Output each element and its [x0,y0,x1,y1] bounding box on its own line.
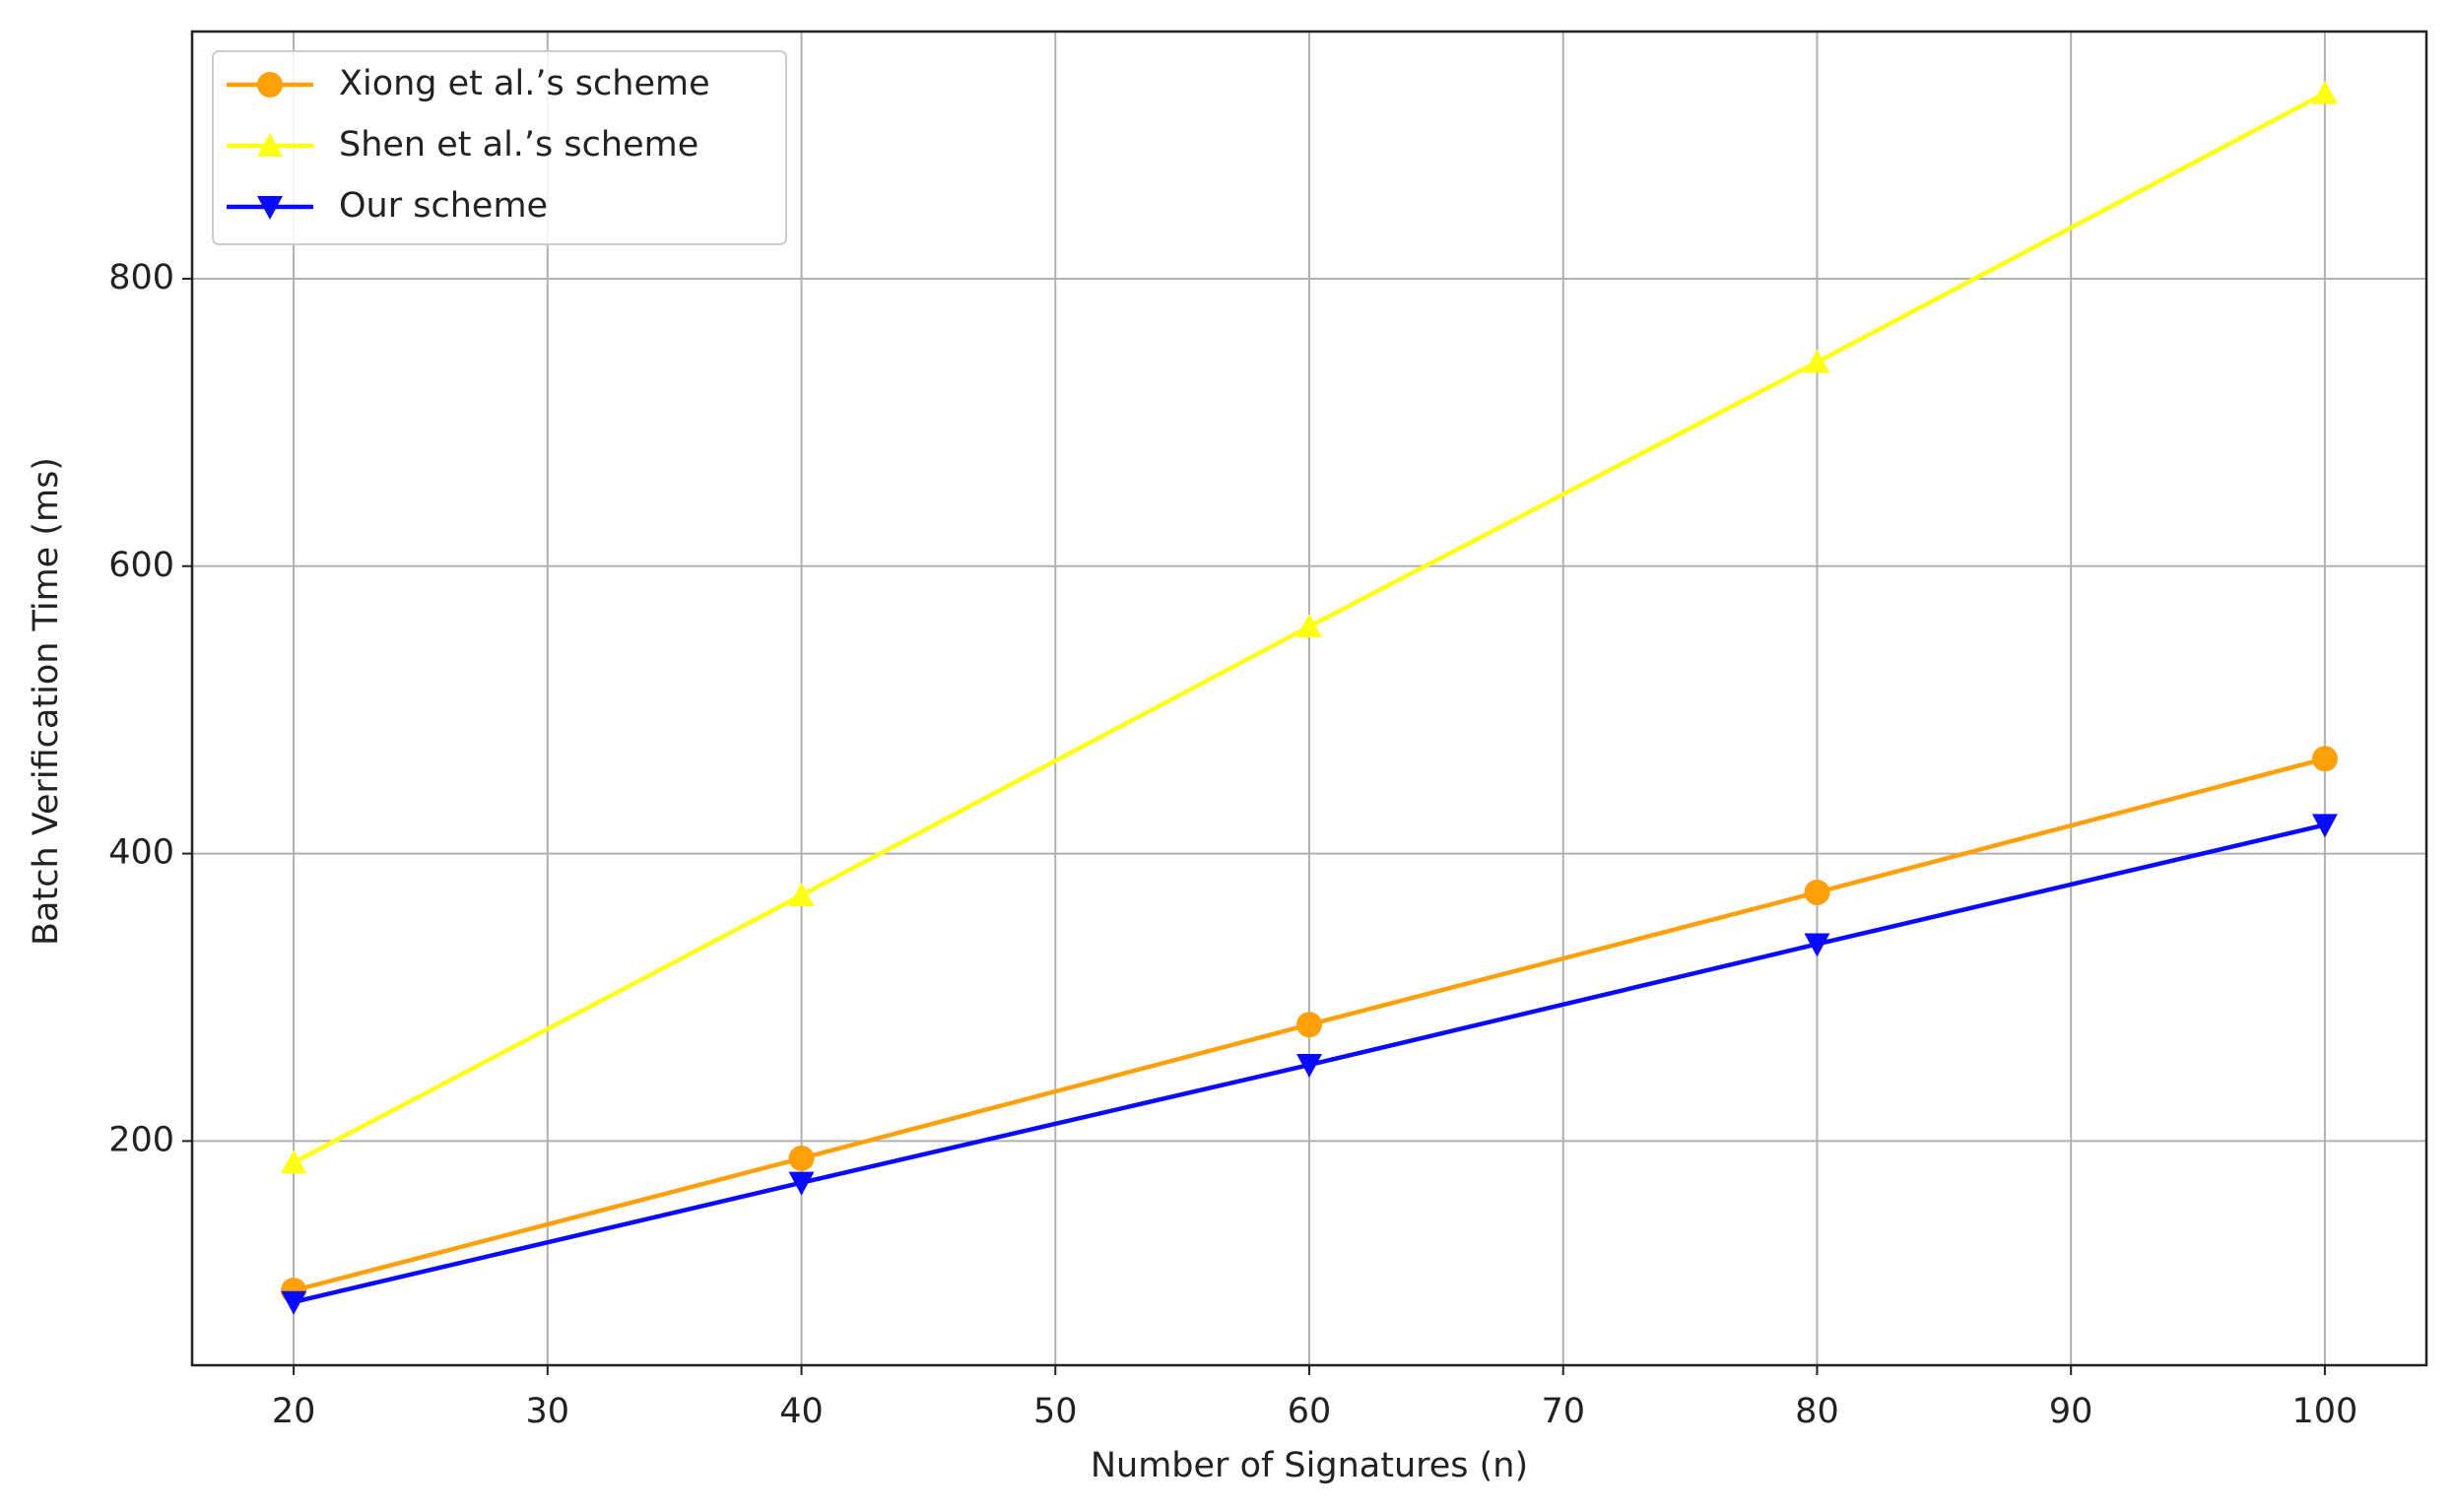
marker [257,133,283,158]
marker [257,195,283,220]
marker [1296,1012,1322,1038]
marker [788,882,815,906]
marker [2311,746,2338,772]
marker [257,72,283,98]
y-tick-label: 800 [108,258,174,297]
legend-box [212,50,787,245]
y-tick-label: 600 [108,546,174,585]
x-tick-label: 90 [2049,1392,2093,1431]
marker [281,1150,307,1174]
x-tick-label: 50 [1033,1392,1078,1431]
x-tick-label: 40 [779,1392,824,1431]
plot-frame [190,30,2428,1367]
marker [281,1290,307,1315]
marker [788,1145,815,1171]
marker [788,1171,815,1196]
marker [2311,814,2338,838]
x-tick-label: 70 [1541,1392,1585,1431]
x-tick-label: 100 [2292,1392,2358,1431]
marker [1804,349,1830,373]
marker [1296,1054,1322,1079]
marker [1804,879,1830,905]
marker [1296,614,1322,638]
y-tick-label: 400 [108,833,174,873]
marker [1804,933,1830,957]
x-tick-label: 20 [272,1392,316,1431]
x-tick-label: 30 [526,1392,570,1431]
x-tick-label: 80 [1795,1392,1839,1431]
legend-label: Shen et al.’s scheme [339,125,698,164]
legend-label: Our scheme [339,186,548,226]
x-tick-label: 60 [1288,1392,1332,1431]
x-axis-label: Number of Signatures (n) [1091,1446,1528,1485]
y-tick-label: 200 [108,1120,174,1159]
legend: Xiong et al.’s scheme Shen et al.’s schem… [212,50,787,245]
marker [2311,80,2338,104]
y-axis-label: Batch Verification Time (ms) [27,457,66,946]
legend-label: Xiong et al.’s scheme [339,64,710,103]
